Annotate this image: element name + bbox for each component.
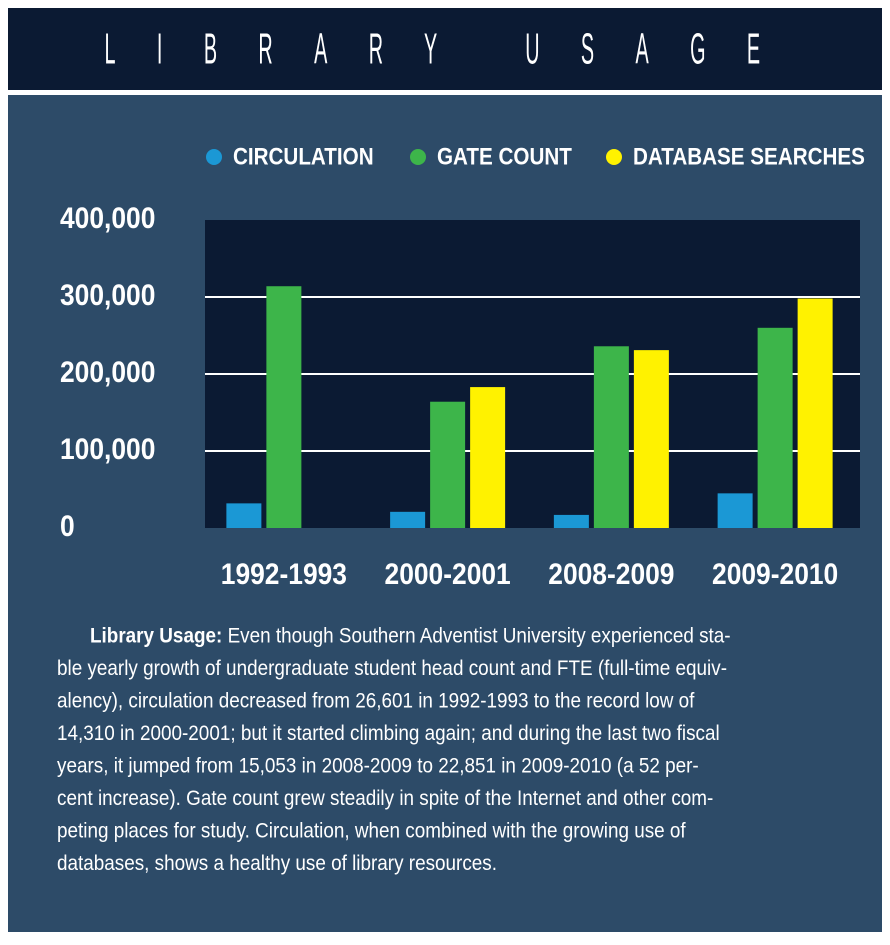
caption-text: alency), circulation decreased from 26,6… [57,690,695,713]
text-group: 0 [60,508,75,542]
x-tick-label: 1992-1993 [221,556,347,590]
legend-label: GATE COUNT [437,143,572,170]
caption-line: ble yearly growth of undergraduate stude… [57,657,727,680]
caption-line: databases, shows a healthy use of librar… [57,852,497,875]
text-group: 200,000 [60,354,155,388]
bar [633,350,669,528]
caption-line: years, it jumped from 15,053 in 2008-200… [57,755,699,778]
caption-text: peting places for study. Circulation, wh… [57,820,686,843]
x-tick-label: 2000-2001 [385,556,511,590]
text-group: GATE COUNT [437,143,572,170]
text-group: 300,000 [60,277,155,311]
caption-text: ble yearly growth of undergraduate stude… [57,657,727,680]
chart-title: LIBRARY USAGE [104,25,801,74]
legend-swatch [606,149,622,165]
caption-text: years, it jumped from 15,053 in 2008-200… [57,755,699,778]
caption-line: cent increase). Gate count grew steadily… [57,787,713,810]
text-group: Library Usage: Even though Southern Adve… [90,625,731,648]
bar [226,503,262,528]
y-tick-label: 300,000 [60,277,155,311]
caption-text: 14,310 in 2000-2001; but it started clim… [57,722,720,745]
y-tick-label: 400,000 [60,200,155,234]
caption-text: Even though Southern Adventist Universit… [228,625,731,648]
legend-swatch [410,149,426,165]
bar [470,387,506,528]
caption-line: peting places for study. Circulation, wh… [57,820,686,843]
bar [430,401,466,528]
text-group: ble yearly growth of undergraduate stude… [57,657,727,680]
legend-label: CIRCULATION [233,143,374,170]
x-tick-label: 2009-2010 [712,556,838,590]
text-group: alency), circulation decreased from 26,6… [57,690,695,713]
caption-line: alency), circulation decreased from 26,6… [57,690,695,713]
caption-line: 14,310 in 2000-2001; but it started clim… [57,722,720,745]
text-group: 100,000 [60,431,155,465]
text-group: databases, shows a healthy use of librar… [57,852,497,875]
text-group: peting places for study. Circulation, wh… [57,820,686,843]
text-group: 2008-2009 [548,556,674,590]
bar [390,511,426,528]
caption-text: cent increase). Gate count grew steadily… [57,787,713,810]
legend-swatch [206,149,222,165]
y-tick-label: 200,000 [60,354,155,388]
caption-lead: Library Usage: [90,625,222,648]
bar [797,298,833,528]
bar [757,327,793,528]
y-tick-label: 0 [60,508,75,542]
text-group: 1992-1993 [221,556,347,590]
text-group: 14,310 in 2000-2001; but it started clim… [57,722,720,745]
text-group: 2000-2001 [385,556,511,590]
legend-label: DATABASE SEARCHES [633,143,865,170]
title-bar [8,8,882,90]
caption-line: Library Usage: Even though Southern Adve… [90,625,731,648]
text-group: 2009-2010 [712,556,838,590]
bar [593,346,629,528]
text-group: cent increase). Gate count grew steadily… [57,787,713,810]
text-group: DATABASE SEARCHES [633,143,865,170]
text-group: years, it jumped from 15,053 in 2008-200… [57,755,699,778]
text-group: CIRCULATION [233,143,374,170]
x-tick-label: 2008-2009 [548,556,674,590]
caption-text: databases, shows a healthy use of librar… [57,852,497,875]
text-group: 400,000 [60,200,155,234]
bar [266,286,302,528]
bar [553,514,589,528]
bar [717,493,753,528]
y-tick-label: 100,000 [60,431,155,465]
